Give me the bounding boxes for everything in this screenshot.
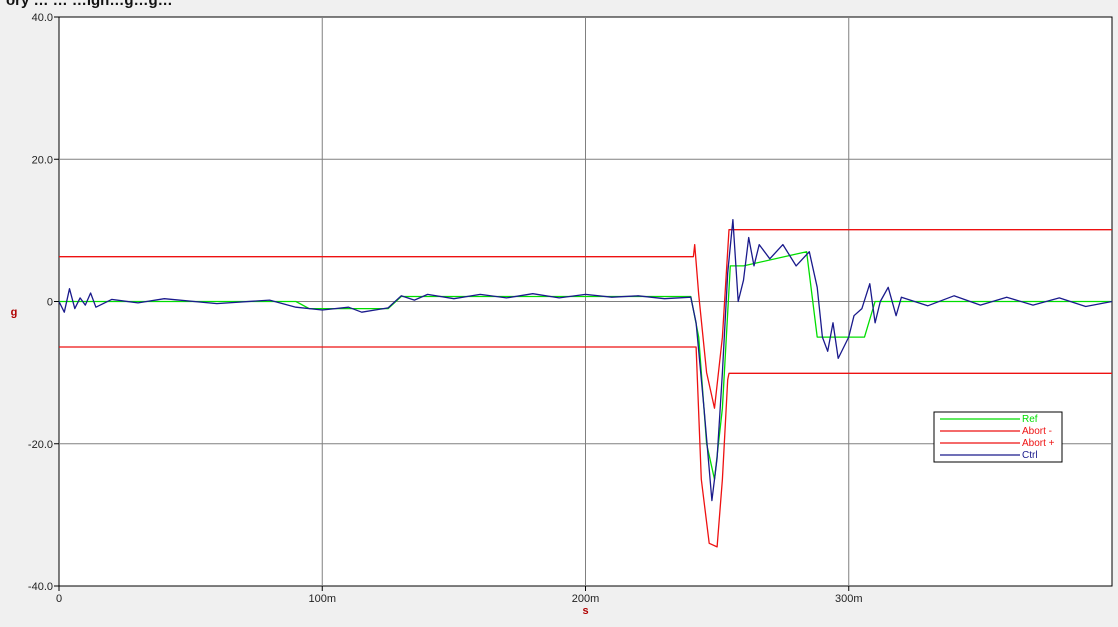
legend-label: Abort -: [1022, 426, 1052, 437]
series-line-abort: [59, 229, 1112, 409]
chart-title: ory … … …igh…g…g…: [6, 0, 173, 9]
x-tick-label: 300m: [835, 593, 863, 605]
x-tick-label: 0: [56, 593, 62, 605]
series-line-abort: [59, 346, 1112, 548]
y-tick-label: -20.0: [28, 439, 53, 451]
y-tick-label: 20.0: [32, 154, 53, 166]
legend-box: [933, 411, 1063, 463]
y-tick-label: 0: [47, 297, 53, 309]
x-axis-label: s: [582, 605, 588, 617]
legend-label: Ctrl: [1022, 450, 1038, 461]
y-axis-label: g: [11, 307, 18, 319]
y-tick-label: -40.0: [28, 581, 53, 593]
x-tick-label: 200m: [572, 593, 600, 605]
legend-label: Abort +: [1022, 438, 1055, 449]
series-line-ctrl: [58, 219, 1113, 502]
legend-label: Ref: [1022, 414, 1038, 425]
x-tick-label: 100m: [308, 593, 336, 605]
title-bar: ory … … …igh…g…g…: [0, 0, 1118, 12]
y-tick-label: 40.0: [32, 12, 53, 24]
